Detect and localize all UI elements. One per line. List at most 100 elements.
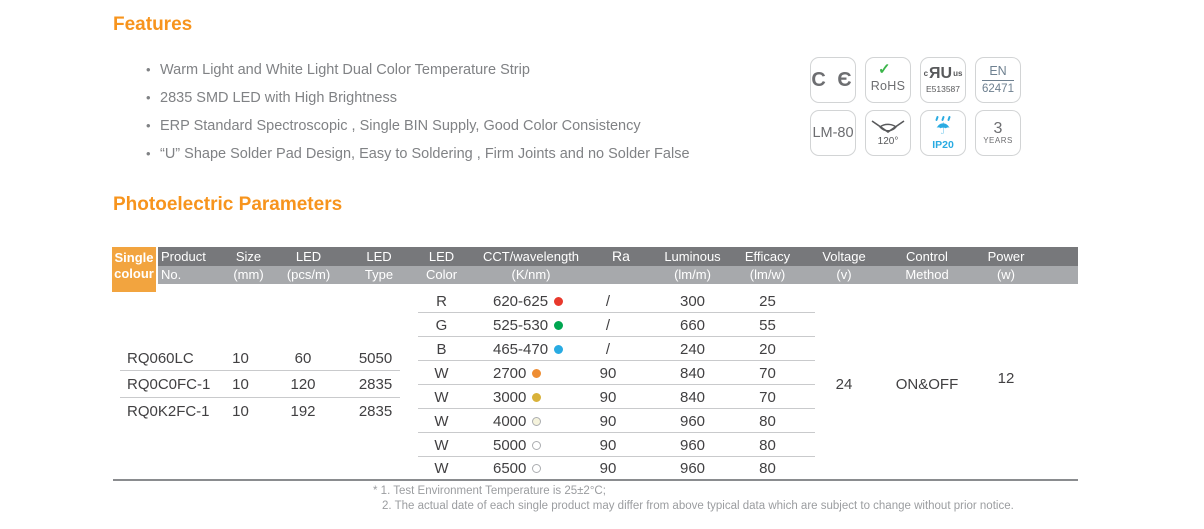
led-color-value: R [436, 292, 447, 310]
led-color-value: W [434, 364, 449, 382]
header-cct: CCT/wavelength (K/nm) [482, 249, 580, 282]
size-value: 10 [232, 349, 249, 367]
ip20-label: IP20 [932, 138, 954, 151]
led-pcs-value: 60 [294, 349, 312, 367]
header-ra: Ra [612, 248, 630, 264]
certification-grid: C Є ✓ RoHS c ЯU us E513587 EN 62471 LM-8… [810, 57, 1021, 156]
led-pcs-value: 120 [290, 376, 316, 393]
table-row: W 3000 90 840 70 [413, 385, 815, 409]
en-number: 62471 [982, 82, 1014, 95]
header-efficacy: Efficacy (lm/w) [744, 249, 791, 282]
cct-value: 5000 [493, 436, 527, 454]
efficacy-value: 80 [759, 460, 776, 477]
ra-value: 90 [599, 412, 617, 430]
ip20-icon: ☂ IP20 [920, 110, 966, 156]
ra-value: / [605, 316, 611, 334]
ul-file-number: E513587 [925, 84, 961, 94]
power-value: 12 [997, 369, 1015, 387]
ul-mark: c ЯU us [924, 66, 963, 82]
umbrella-icon: ☂ [935, 120, 951, 138]
ul-prefix: c [923, 69, 929, 78]
led-color-value: G [435, 316, 448, 334]
table-row: W 4000 90 960 80 [413, 409, 815, 433]
color-dot [532, 464, 542, 473]
table-row: RQ0C0FC-1 10 120 2835 [113, 371, 413, 398]
cct-cell: 2700 [470, 365, 592, 382]
color-rows: R 620-625 / 300 25 G 525-530 / 660 55 B … [413, 289, 815, 480]
header-control-method: Control Method [905, 249, 949, 282]
ra-value: 90 [599, 460, 617, 477]
table-bottom-border [113, 479, 1078, 481]
control-method-value: ON&OFF [895, 375, 959, 393]
lm80-label: LM-80 [812, 125, 854, 141]
header-led-pcs: LED (pcs/m) [286, 249, 331, 282]
led-color-value: W [434, 388, 449, 406]
header-power: Power (w) [987, 249, 1025, 282]
color-dot [532, 392, 542, 402]
rohs-label: RoHS [870, 78, 906, 93]
efficacy-value: 20 [759, 340, 776, 358]
cct-cell: 4000 [470, 413, 592, 430]
ra-value: 90 [599, 436, 617, 454]
header-led-type: LED Type [364, 249, 394, 282]
ul-recognized-icon: c ЯU us E513587 [920, 57, 966, 103]
luminous-value: 660 [679, 316, 706, 334]
ce-mark-icon: C Є [810, 57, 856, 103]
feature-item: ERP Standard Spectroscopic , Single BIN … [146, 118, 786, 134]
cct-value: 465-470 [493, 340, 549, 358]
efficacy-value: 80 [759, 436, 776, 454]
feature-item: “U” Shape Solder Pad Design, Easy to Sol… [146, 146, 786, 162]
led-type-value: 2835 [358, 376, 393, 393]
lm80-icon: LM-80 [810, 110, 856, 156]
cct-cell: 525-530 [470, 317, 592, 334]
warranty-years: 3 [993, 120, 1003, 137]
header-product-no: Product No. [161, 249, 206, 282]
table-row: R 620-625 / 300 25 [413, 289, 815, 313]
led-type-value: 2835 [358, 403, 393, 420]
features-list: Warm Light and White Light Dual Color Te… [146, 62, 786, 174]
cct-cell: 620-625 [470, 293, 592, 310]
color-dot [554, 296, 564, 306]
table-header: Product No. Size (mm) LED (pcs/m) LED Ty… [158, 247, 1078, 284]
color-dot [554, 344, 564, 354]
efficacy-value: 55 [759, 316, 776, 334]
ul-monogram: ЯU [929, 65, 953, 82]
cct-cell: 5000 [470, 437, 592, 454]
table-row: W 5000 90 960 80 [413, 433, 815, 457]
parameters-title: Photoelectric Parameters [113, 194, 343, 215]
table-row: G 525-530 / 660 55 [413, 313, 815, 337]
led-color-value: W [434, 436, 449, 454]
table-row: B 465-470 / 240 20 [413, 337, 815, 361]
product-rows: RQ060LC 10 60 5050 RQ0C0FC-1 10 120 2835… [113, 345, 413, 425]
table-row: W 2700 90 840 70 [413, 361, 815, 385]
luminous-value: 300 [679, 292, 706, 310]
cct-value: 525-530 [493, 316, 549, 334]
voltage-value: 24 [835, 375, 853, 393]
cct-value: 620-625 [493, 292, 549, 310]
efficacy-value: 25 [759, 292, 776, 310]
led-type-value: 5050 [358, 349, 393, 367]
efficacy-value: 80 [759, 412, 776, 430]
rain-drops-icon [934, 115, 952, 121]
luminous-value: 960 [679, 436, 706, 454]
luminous-value: 840 [679, 388, 706, 406]
table-row: W 6500 90 960 80 [413, 457, 815, 480]
header-size: Size (mm) [233, 249, 264, 282]
luminous-value: 840 [679, 364, 706, 382]
en62471-icon: EN 62471 [975, 57, 1021, 103]
table-row: RQ0K2FC-1 10 192 2835 [113, 398, 413, 425]
size-value: 10 [232, 376, 249, 393]
product-no: RQ060LC [127, 349, 194, 367]
table-corner-single-colour: Single colour [112, 247, 156, 292]
corner-line2: colour [114, 266, 154, 281]
rohs-icon: ✓ RoHS [865, 57, 911, 103]
header-led-color: LED Color [425, 249, 458, 282]
led-pcs-value: 192 [290, 403, 316, 420]
feature-item: Warm Light and White Light Dual Color Te… [146, 62, 786, 78]
ul-suffix: us [953, 69, 963, 78]
size-value: 10 [232, 403, 249, 420]
en-label: EN [982, 64, 1014, 81]
ra-value: 90 [599, 388, 617, 406]
led-color-value: B [436, 340, 447, 358]
